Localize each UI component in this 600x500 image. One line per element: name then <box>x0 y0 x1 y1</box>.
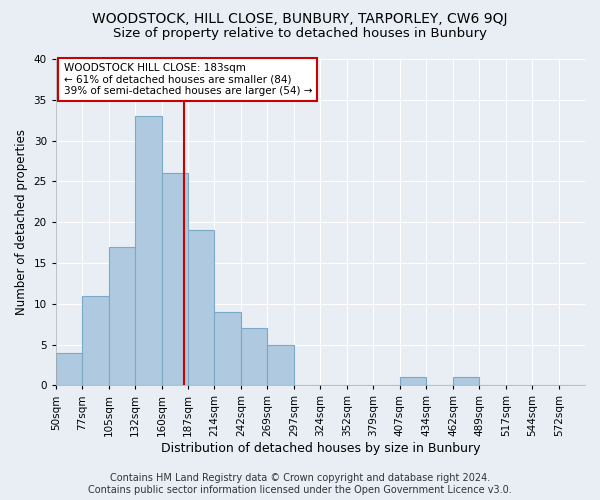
Bar <box>82 296 109 386</box>
Text: Size of property relative to detached houses in Bunbury: Size of property relative to detached ho… <box>113 28 487 40</box>
Bar <box>109 246 135 386</box>
Bar <box>56 352 82 386</box>
Bar <box>188 230 214 386</box>
Bar <box>135 116 162 386</box>
Text: WOODSTOCK, HILL CLOSE, BUNBURY, TARPORLEY, CW6 9QJ: WOODSTOCK, HILL CLOSE, BUNBURY, TARPORLE… <box>92 12 508 26</box>
Bar <box>400 377 426 386</box>
Bar <box>267 344 294 386</box>
Text: WOODSTOCK HILL CLOSE: 183sqm
← 61% of detached houses are smaller (84)
39% of se: WOODSTOCK HILL CLOSE: 183sqm ← 61% of de… <box>64 63 312 96</box>
Text: Contains HM Land Registry data © Crown copyright and database right 2024.
Contai: Contains HM Land Registry data © Crown c… <box>88 474 512 495</box>
X-axis label: Distribution of detached houses by size in Bunbury: Distribution of detached houses by size … <box>161 442 480 455</box>
Bar <box>453 377 479 386</box>
Y-axis label: Number of detached properties: Number of detached properties <box>15 129 28 315</box>
Bar <box>162 173 188 386</box>
Bar <box>214 312 241 386</box>
Bar <box>241 328 267 386</box>
